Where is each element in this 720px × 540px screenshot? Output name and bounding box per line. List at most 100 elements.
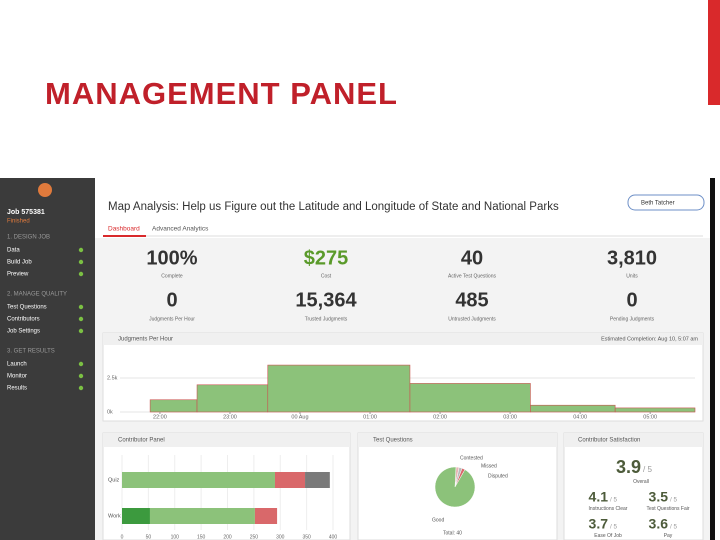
rating-scale: / 5: [610, 524, 617, 531]
x-tick-label: 23:00: [223, 414, 237, 420]
rating-scale: / 5: [643, 465, 652, 474]
stat-value: 0: [626, 289, 637, 311]
nav-item[interactable]: Results: [7, 386, 27, 392]
stat-label: Complete: [161, 273, 183, 279]
x-tick-label: 300: [276, 534, 285, 540]
rating-value: 4.1: [589, 489, 609, 505]
stat-value: 40: [461, 247, 483, 269]
user-button[interactable]: [627, 194, 705, 211]
bar-segment: [122, 472, 275, 488]
status-dot: [78, 373, 84, 379]
histogram-bar: [196, 384, 269, 413]
chart-title: Judgments Per Hour: [118, 337, 173, 343]
nav-item[interactable]: Launch: [7, 362, 27, 368]
y-tick-label: 2.5k: [107, 375, 118, 381]
stat-label: Trusted Judgments: [305, 316, 348, 322]
tab[interactable]: Dashboard: [108, 226, 140, 233]
x-tick-label: 05:00: [643, 414, 657, 420]
rating-value: 3.5: [649, 489, 669, 505]
status-dot: [78, 316, 84, 322]
x-tick-label: 03:00: [503, 414, 517, 420]
stat-label: Judgments Per Hour: [149, 316, 195, 322]
rating-label: Ease Of Job: [594, 533, 622, 539]
x-tick-label: 100: [171, 534, 180, 540]
rating-scale: / 5: [670, 497, 677, 504]
panel-header: [564, 433, 703, 447]
stat-value: 100%: [146, 247, 197, 269]
panel-header: [103, 433, 350, 447]
nav-item[interactable]: Job Settings: [7, 329, 40, 335]
histogram-bar: [409, 383, 531, 413]
slide-title: MANAGEMENT PANEL: [45, 76, 398, 111]
stat-value: 485: [455, 289, 488, 311]
category-label: Quiz: [108, 477, 120, 483]
satisfaction-panel: [563, 432, 704, 540]
stat-value: 15,364: [295, 289, 357, 311]
rating-scale: / 5: [670, 524, 677, 531]
x-tick-label: 150: [197, 534, 206, 540]
section-heading: 1. DESIGN JOB: [7, 235, 50, 241]
nav-item[interactable]: Build Job: [7, 260, 32, 266]
chart-panel-header: [103, 333, 703, 345]
chart-annotation: Estimated Completion: Aug 10, 5:07 am: [601, 336, 698, 342]
rating-value: 3.7: [589, 516, 609, 532]
stat-label: Pending Judgments: [610, 316, 655, 322]
rating-value: 3.9: [616, 457, 641, 477]
histogram-bar: [530, 404, 616, 413]
accent-bar: [708, 0, 720, 105]
pie-label: Contested: [460, 455, 483, 461]
nav-item[interactable]: Preview: [7, 272, 29, 278]
status-dot: [78, 271, 84, 277]
pie-label: Good: [432, 517, 444, 523]
rating-label: Test Questions Fair: [646, 506, 689, 512]
pie-label: Disputed: [488, 473, 508, 479]
nav-item[interactable]: Test Questions: [7, 305, 47, 311]
header-area: [95, 178, 710, 238]
nav-item[interactable]: Data: [7, 248, 20, 254]
x-tick-label: 400: [329, 534, 338, 540]
x-tick-label: 200: [223, 534, 232, 540]
job-status: Finished: [7, 219, 30, 225]
status-dot: [78, 247, 84, 253]
pie-slice: [434, 466, 476, 508]
rating-label: Pay: [664, 533, 673, 539]
x-tick-label: 250: [250, 534, 259, 540]
bar-segment: [274, 472, 306, 488]
x-tick-label: 02:00: [433, 414, 447, 420]
category-label: Work: [108, 513, 121, 519]
panel-header: [358, 433, 557, 447]
status-dot: [78, 259, 84, 265]
job-id: Job 575381: [7, 209, 45, 216]
x-tick-label: 350: [302, 534, 311, 540]
screenshot-edge: [710, 178, 715, 540]
stat-label: Units: [626, 273, 638, 279]
histogram-bar: [149, 399, 198, 413]
x-tick-label: 00 Aug: [291, 414, 308, 420]
status-dot: [78, 328, 84, 334]
nav-item[interactable]: Contributors: [7, 317, 40, 323]
rating-label: Overall: [633, 479, 649, 485]
status-dot: [78, 304, 84, 310]
bar-segment: [149, 508, 255, 524]
panel-title: Contributor Panel: [118, 438, 165, 444]
section-heading: 3. GET RESULTS: [7, 349, 55, 355]
bar-segment: [122, 508, 150, 524]
pie-footer: Total: 40: [443, 530, 462, 536]
section-heading: 2. MANAGE QUALITY: [7, 292, 67, 298]
sidebar: [0, 178, 95, 540]
panel-title: Test Questions: [373, 438, 413, 444]
x-tick-label: 04:00: [573, 414, 587, 420]
stat-value: $275: [304, 247, 349, 269]
user-name[interactable]: Beth Tatcher: [641, 201, 675, 207]
status-dot: [78, 385, 84, 391]
nav-item[interactable]: Monitor: [7, 374, 27, 380]
tab[interactable]: Advanced Analytics: [152, 226, 209, 233]
histogram-bar: [267, 364, 411, 413]
histogram-bar: [614, 407, 696, 413]
stat-label: Active Test Questions: [448, 273, 496, 279]
page-title: Map Analysis: Help us Figure out the Lat…: [108, 201, 559, 213]
stat-value: 0: [166, 289, 177, 311]
rating-scale: / 5: [610, 497, 617, 504]
